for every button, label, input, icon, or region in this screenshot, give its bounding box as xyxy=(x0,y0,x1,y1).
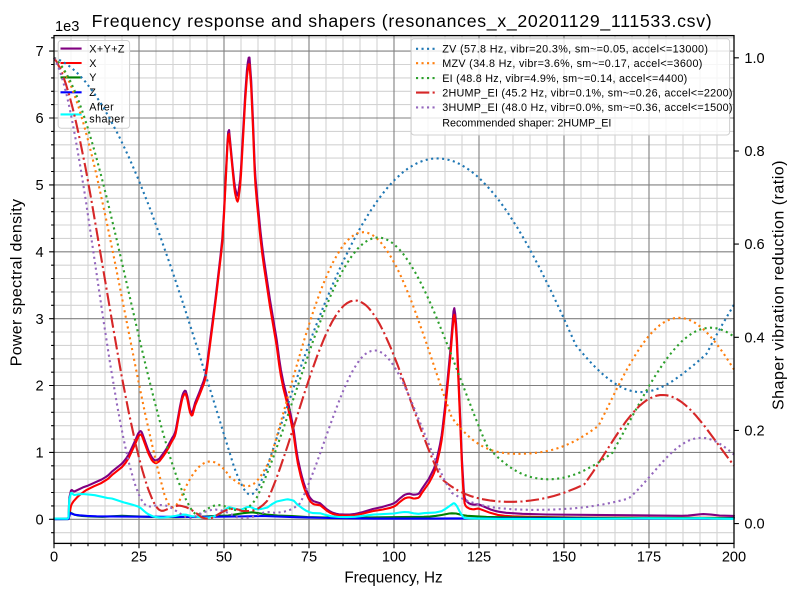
svg-text:0.0: 0.0 xyxy=(744,517,764,533)
svg-text:0.6: 0.6 xyxy=(744,237,764,253)
svg-text:100: 100 xyxy=(382,550,406,566)
svg-text:0: 0 xyxy=(50,550,58,566)
svg-text:7: 7 xyxy=(35,44,43,60)
svg-text:175: 175 xyxy=(637,550,661,566)
svg-text:MZV (34.8 Hz, vibr=3.6%, sm~=0: MZV (34.8 Hz, vibr=3.6%, sm~=0.17, accel… xyxy=(442,58,702,70)
svg-text:0.8: 0.8 xyxy=(744,144,764,160)
svg-text:1: 1 xyxy=(35,446,43,462)
svg-text:Power spectral density: Power spectral density xyxy=(9,199,26,367)
svg-text:3HUMP_EI (48.0 Hz, vibr=0.0%,: 3HUMP_EI (48.0 Hz, vibr=0.0%, sm~=0.36, … xyxy=(442,102,733,114)
svg-text:200: 200 xyxy=(722,550,746,566)
svg-text:Z: Z xyxy=(89,87,96,99)
svg-text:Y: Y xyxy=(89,72,97,84)
svg-text:1e3: 1e3 xyxy=(55,19,79,35)
svg-text:0.4: 0.4 xyxy=(744,330,764,346)
svg-text:4: 4 xyxy=(35,245,43,261)
svg-text:50: 50 xyxy=(216,550,232,566)
svg-text:25: 25 xyxy=(131,550,147,566)
svg-text:6: 6 xyxy=(35,111,43,127)
svg-text:75: 75 xyxy=(301,550,317,566)
svg-text:Shaper vibration reduction (ra: Shaper vibration reduction (ratio) xyxy=(771,160,788,410)
svg-text:ZV (57.8 Hz, vibr=20.3%, sm~=0: ZV (57.8 Hz, vibr=20.3%, sm~=0.05, accel… xyxy=(442,44,708,56)
svg-text:X+Y+Z: X+Y+Z xyxy=(89,43,125,55)
svg-text:125: 125 xyxy=(467,550,491,566)
svg-text:1.0: 1.0 xyxy=(744,51,764,67)
svg-text:3: 3 xyxy=(35,312,43,328)
svg-text:Frequency, Hz: Frequency, Hz xyxy=(344,570,442,587)
svg-text:Frequency response and shapers: Frequency response and shapers (resonanc… xyxy=(92,11,713,32)
svg-text:150: 150 xyxy=(552,550,576,566)
svg-text:Recommended shaper: 2HUMP_EI: Recommended shaper: 2HUMP_EI xyxy=(442,117,611,129)
svg-text:After: After xyxy=(89,101,114,113)
svg-text:0: 0 xyxy=(35,512,43,528)
svg-text:EI (48.8 Hz, vibr=4.9%, sm~=0.: EI (48.8 Hz, vibr=4.9%, sm~=0.14, accel<… xyxy=(442,73,687,85)
svg-text:5: 5 xyxy=(35,178,43,194)
svg-text:2HUMP_EI (45.2 Hz, vibr=0.1%,: 2HUMP_EI (45.2 Hz, vibr=0.1%, sm~=0.26, … xyxy=(442,87,733,99)
svg-text:X: X xyxy=(89,58,97,70)
svg-text:2: 2 xyxy=(35,379,43,395)
svg-text:0.2: 0.2 xyxy=(744,424,764,440)
svg-text:shaper: shaper xyxy=(89,113,124,125)
